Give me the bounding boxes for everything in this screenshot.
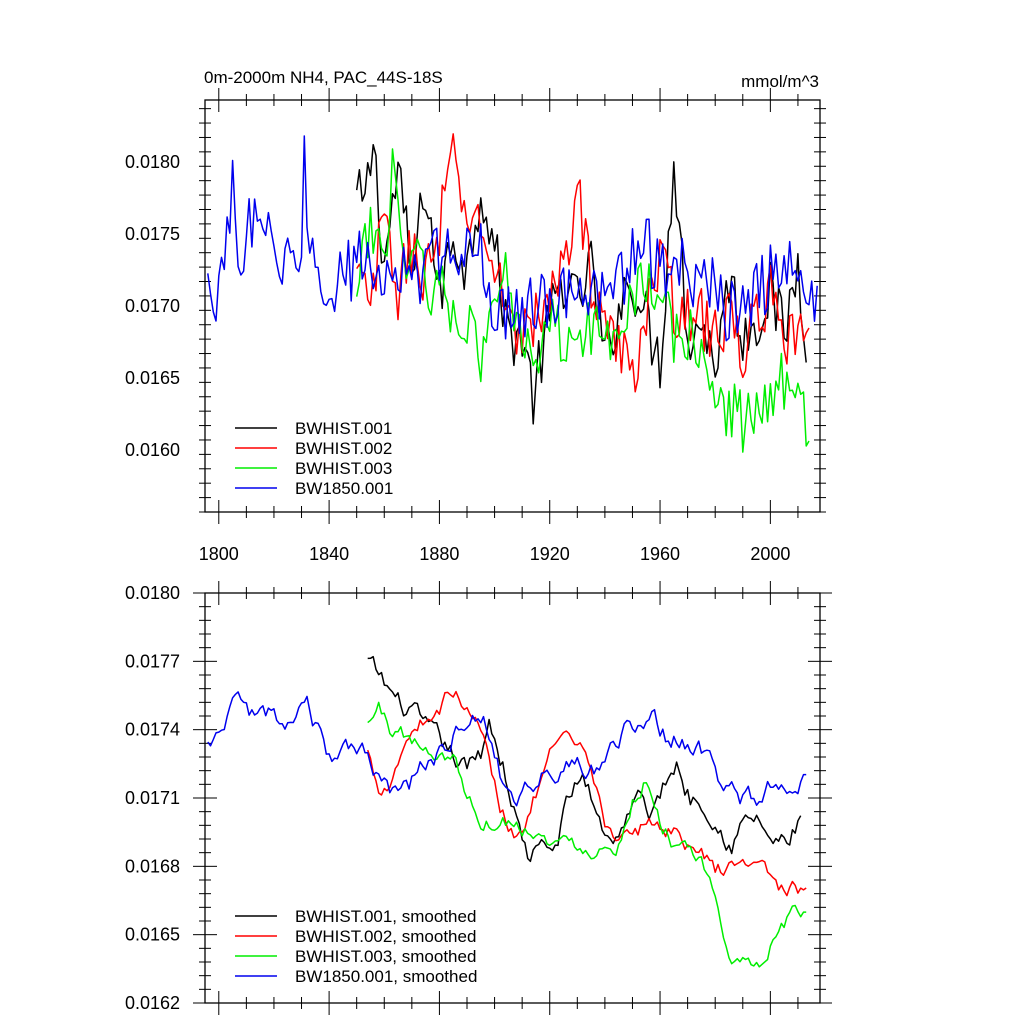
series-line (366, 690, 807, 897)
y-tick-label: 0.0170 (125, 296, 180, 316)
series-line (207, 691, 807, 807)
y-tick-label: 0.0180 (125, 583, 180, 603)
y-tick-label: 0.0168 (125, 856, 180, 876)
series-line (367, 701, 807, 968)
y-tick-label: 0.0160 (125, 440, 180, 460)
legend-entry: BWHIST.002 (295, 439, 392, 458)
series-group (207, 655, 807, 968)
legend-entry: BWHIST.001 (295, 419, 392, 438)
legend-entry: BW1850.001, smoothed (295, 967, 477, 986)
series-group (207, 133, 818, 453)
series-line (207, 135, 818, 342)
legend-entry: BWHIST.003, smoothed (295, 947, 476, 966)
y-tick-label: 0.0175 (125, 224, 180, 244)
chart-title: 0m-2000m NH4, PAC_44S-18S (204, 68, 443, 87)
series-line (356, 133, 810, 393)
y-tick-label: 0.0180 (125, 152, 180, 172)
x-tick-label: 1960 (640, 544, 680, 564)
y-tick-label: 0.0162 (125, 993, 180, 1013)
y-tick-label: 0.0165 (125, 925, 180, 945)
legend-entry: BWHIST.002, smoothed (295, 927, 476, 946)
legend-entry: BWHIST.003 (295, 459, 392, 478)
x-tick-label: 2000 (750, 544, 790, 564)
series-line (355, 148, 810, 453)
legend-entry: BWHIST.001, smoothed (295, 907, 476, 926)
x-tick-label: 1840 (309, 544, 349, 564)
x-tick-label: 1800 (199, 544, 239, 564)
top-panel: 1800 1840 1880 1920 1960 2000 0.0160 0.0165 0.01… (125, 88, 826, 564)
y-tick-label: 0.0174 (125, 720, 180, 740)
series-line (355, 143, 807, 425)
y-tick-label: 0.0171 (125, 788, 180, 808)
x-tick-label: 1880 (419, 544, 459, 564)
plot-frame (204, 99, 821, 513)
units-label: mmol/m^3 (741, 72, 819, 91)
y-tick-label: 0.0165 (125, 368, 180, 388)
x-tick-label: 1920 (530, 544, 570, 564)
legend-entry: BW1850.001 (295, 479, 393, 498)
bottom-panel: 0.0162 0.0165 0.0168 0.0171 0.0174 0.0177 0.01… (125, 581, 832, 1015)
y-tick-label: 0.0177 (125, 651, 180, 671)
series-line (367, 655, 802, 863)
